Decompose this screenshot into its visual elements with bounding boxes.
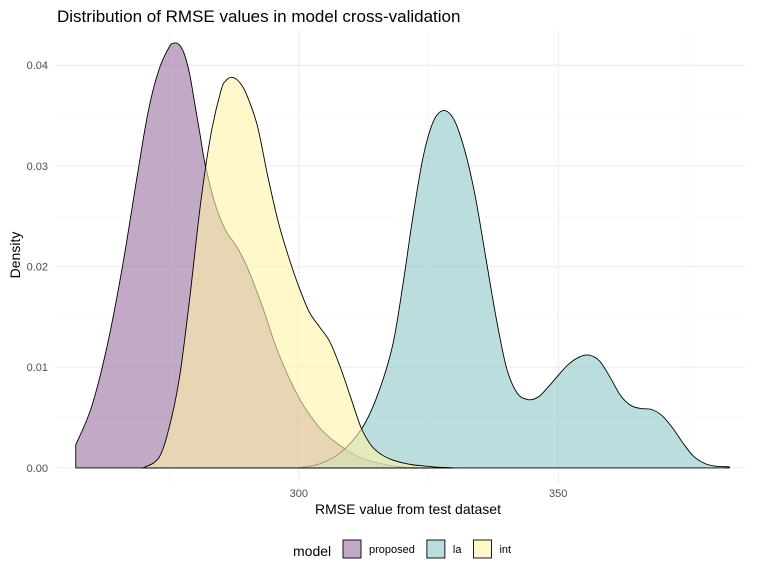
x-tick-label: 350 — [549, 488, 567, 500]
y-tick-label: 0.00 — [27, 463, 48, 475]
density-area-int — [141, 76, 455, 469]
y-axis-ticks: 0.00 0.01 0.02 0.03 0.04 — [27, 60, 48, 475]
density-areas — [75, 42, 730, 469]
x-tick-label: 300 — [290, 488, 308, 500]
legend-label-proposed: proposed — [369, 544, 415, 556]
legend-swatch-int — [472, 539, 492, 559]
y-tick-label: 0.03 — [27, 161, 48, 173]
x-axis-title: RMSE value from test dataset — [315, 501, 501, 517]
legend-swatch-la — [426, 539, 446, 559]
legend-label-int: int — [499, 544, 511, 556]
density-area-la — [298, 110, 730, 469]
y-axis-title: Density — [7, 232, 23, 279]
legend: model proposed la int — [293, 539, 511, 559]
legend-swatch-proposed — [342, 539, 362, 559]
x-axis-ticks: 300 350 — [290, 488, 568, 500]
chart-title: Distribution of RMSE values in model cro… — [57, 7, 460, 26]
y-tick-label: 0.02 — [27, 262, 48, 274]
legend-label-la: la — [453, 544, 462, 556]
y-tick-label: 0.01 — [27, 362, 48, 374]
y-tick-label: 0.04 — [27, 60, 48, 72]
legend-title: model — [293, 543, 331, 559]
